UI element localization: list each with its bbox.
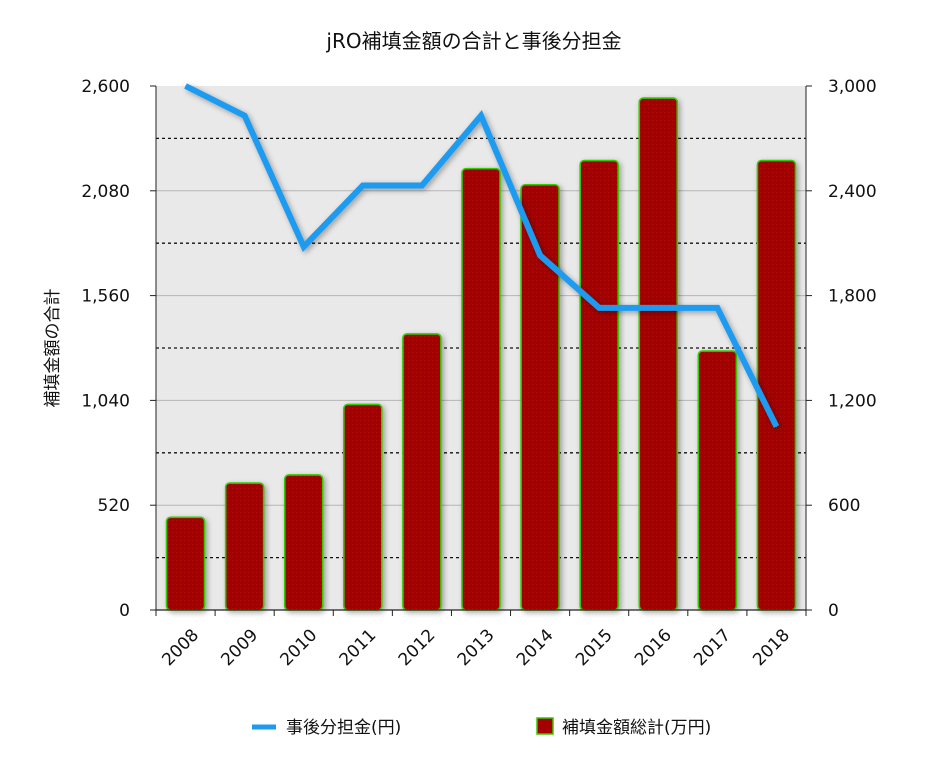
x-tick-label: 2018 xyxy=(749,625,794,670)
x-axis-ticks: 2008 2009 2010 2011 2012 2013 2014 2015 2016 2017… xyxy=(155,610,807,670)
left-tick-label: 2,080 xyxy=(81,182,130,202)
legend-bar-marker xyxy=(536,717,554,735)
right-tick-label: 2,400 xyxy=(828,182,877,202)
bar-2015 xyxy=(579,159,619,611)
x-tick-label: 2017 xyxy=(690,625,735,670)
left-axis-ticks: 0 520 1,040 1,560 2,080 2,600 xyxy=(81,77,156,621)
bar-2017 xyxy=(697,350,738,611)
line-point-2010 xyxy=(303,246,305,248)
line-point-2018 xyxy=(775,426,777,428)
x-tick-label: 2013 xyxy=(454,625,499,670)
line-point-2016 xyxy=(657,307,659,309)
bar-2012 xyxy=(402,333,442,611)
line-point-2013 xyxy=(480,115,482,117)
bar-2008 xyxy=(165,516,206,611)
left-tick-label: 0 xyxy=(119,601,130,621)
right-tick-label: 1,200 xyxy=(828,391,877,411)
x-tick-label: 2012 xyxy=(395,625,440,670)
right-tick-label: 1,800 xyxy=(828,287,877,307)
line-point-2009 xyxy=(244,115,246,117)
left-axis-label: 補填金額の合計 xyxy=(43,289,63,408)
bar-2011 xyxy=(343,403,383,611)
line-point-2014 xyxy=(539,254,541,256)
left-tick-label: 1,560 xyxy=(81,287,130,307)
x-tick-label: 2008 xyxy=(158,625,203,670)
x-tick-label: 2011 xyxy=(336,625,381,670)
chart-title: jRO補填金額の合計と事後分担金 xyxy=(325,29,621,53)
right-tick-label: 3,000 xyxy=(828,77,877,97)
right-axis-ticks: 0 600 1,200 1,800 2,400 3,000 xyxy=(806,77,877,621)
legend: 事後分担金(円) 補填金額総計(万円) xyxy=(252,717,711,738)
x-tick-label: 2009 xyxy=(217,625,262,670)
line-point-2008 xyxy=(185,85,187,87)
bar-2013 xyxy=(461,167,501,611)
line-point-2011 xyxy=(362,185,364,187)
x-tick-label: 2015 xyxy=(572,625,617,670)
legend-label-line: 事後分担金(円) xyxy=(286,718,401,738)
left-tick-label: 1,040 xyxy=(81,391,130,411)
bar-2018 xyxy=(756,159,797,611)
left-tick-label: 2,600 xyxy=(81,77,130,97)
line-series xyxy=(184,83,780,428)
legend-label-bar: 補填金額総計(万円) xyxy=(562,718,711,738)
line-point-2012 xyxy=(421,185,423,187)
bar-2016 xyxy=(638,97,679,611)
x-tick-label: 2010 xyxy=(277,625,322,670)
x-tick-label: 2014 xyxy=(513,625,558,670)
left-tick-label: 520 xyxy=(98,496,130,516)
bar-2009 xyxy=(224,482,265,611)
line-point-2017 xyxy=(716,307,718,309)
x-tick-label: 2016 xyxy=(631,625,676,670)
bar-2010 xyxy=(283,474,324,611)
right-tick-label: 600 xyxy=(828,496,860,516)
line-point-2015 xyxy=(598,307,600,309)
right-tick-label: 0 xyxy=(828,601,839,621)
